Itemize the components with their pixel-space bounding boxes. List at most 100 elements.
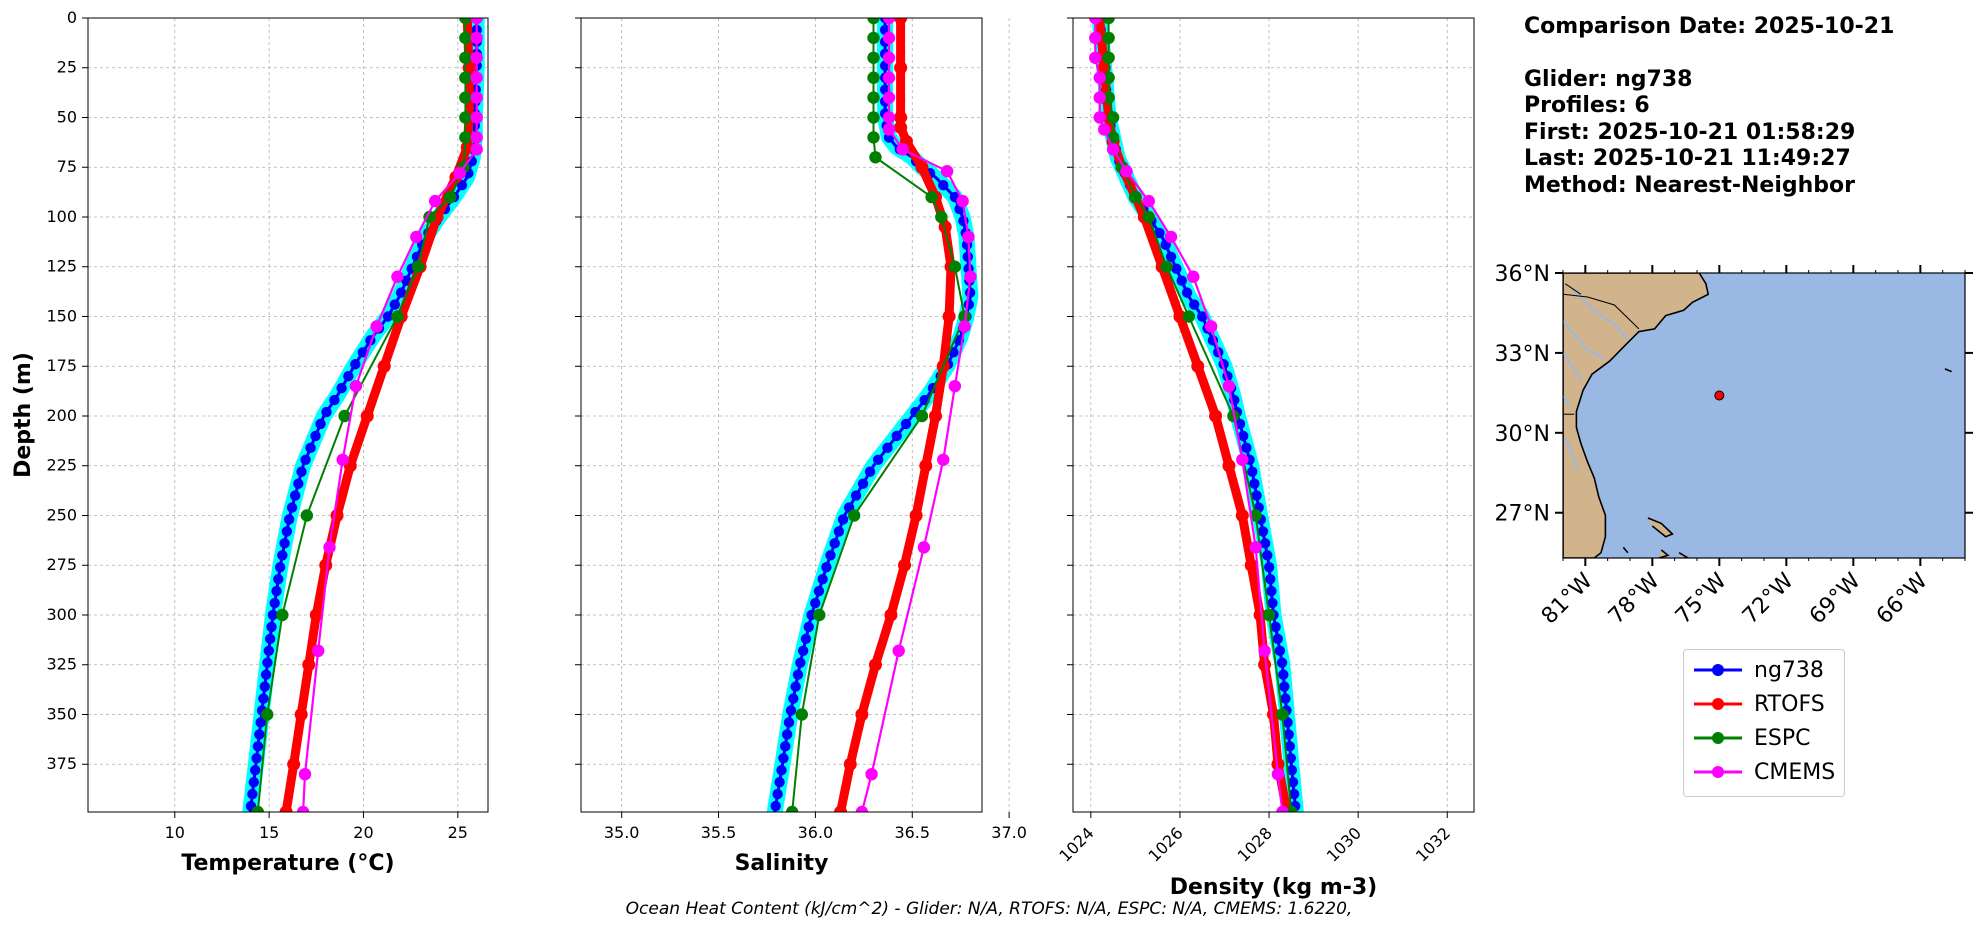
- legend-item-rtofs: RTOFS: [1692, 688, 1825, 720]
- profile-panel-1: 0 25 50 75 100 125 150 175 200 225 250 275 300 325 350…: [46, 8, 489, 876]
- data-point-espc: [1102, 51, 1115, 64]
- data-point-ng738: [781, 729, 793, 740]
- data-point-rtofs: [279, 805, 293, 812]
- legend-label: ng738: [1754, 657, 1824, 683]
- map-lat-label: 33°N: [1495, 342, 1550, 367]
- data-point-ng738: [1266, 585, 1277, 597]
- x-tick-label: 35.5: [701, 823, 737, 842]
- data-point-rtofs: [1191, 359, 1205, 373]
- data-point-espc: [1249, 509, 1262, 522]
- data-point-ng738: [857, 478, 869, 489]
- data-point-ng738: [872, 454, 884, 465]
- data-point-ng738: [259, 681, 270, 692]
- panel-frame: [1072, 17, 1475, 813]
- data-point-rtofs: [1222, 459, 1236, 473]
- data-point-rtofs: [942, 309, 956, 323]
- data-point-ng738: [389, 299, 400, 310]
- data-point-ng738: [963, 299, 975, 310]
- data-point-cmems: [958, 320, 971, 333]
- series-line-cmems: [1094, 18, 1284, 812]
- x-tick-label: 1024: [1055, 823, 1097, 865]
- river-line: [1571, 288, 1629, 341]
- data-point-ng738: [1247, 466, 1258, 477]
- data-point-ng738: [267, 609, 279, 621]
- island: [1944, 368, 1952, 373]
- map-lon-label: 78°W: [1604, 568, 1665, 629]
- x-tick-label: 25: [448, 823, 468, 842]
- data-point-espc: [867, 91, 880, 104]
- data-point-ng738: [1241, 442, 1252, 454]
- data-point-ng738: [310, 430, 321, 442]
- y-tick-label: 225: [46, 456, 77, 475]
- data-point-ng738: [1154, 227, 1165, 239]
- data-point-ng738: [829, 538, 840, 549]
- data-point-ng738: [273, 573, 284, 585]
- data-point-ng738: [293, 478, 304, 489]
- x-tick-label: 1028: [1234, 823, 1276, 865]
- panel-frame: [87, 17, 489, 813]
- data-point-cmems: [296, 805, 310, 812]
- data-point-ng738: [864, 466, 876, 477]
- data-point-cmems: [1097, 123, 1111, 136]
- data-point-rtofs: [1244, 558, 1258, 572]
- data-point-ng738: [1171, 263, 1182, 274]
- data-point-rtofs: [938, 220, 952, 234]
- data-point-ng738: [776, 765, 787, 776]
- data-point-espc: [1102, 71, 1115, 84]
- data-point-cmems: [1187, 270, 1200, 283]
- map-lon-label: 81°W: [1537, 568, 1598, 629]
- data-point-ng738: [262, 657, 273, 668]
- data-point-cmems: [962, 230, 975, 244]
- data-point-ng738: [833, 526, 845, 537]
- data-point-espc: [251, 805, 265, 812]
- data-point-rtofs: [377, 359, 391, 373]
- data-point-ng738: [778, 753, 789, 764]
- data-point-ng738: [357, 347, 369, 358]
- data-point-rtofs: [294, 707, 308, 721]
- legend-label: CMEMS: [1754, 759, 1836, 785]
- legend-label: ESPC: [1754, 725, 1811, 751]
- data-point-rtofs: [868, 658, 882, 672]
- data-point-ng738: [252, 741, 264, 752]
- data-point-ng738: [795, 657, 806, 668]
- data-point-ng738: [247, 788, 258, 800]
- legend-item-ng738: ng738: [1692, 654, 1824, 686]
- data-point-espc: [1106, 111, 1120, 124]
- data-point-ng738: [962, 251, 973, 262]
- data-point-cmems: [1106, 143, 1120, 156]
- data-point-ng738: [1287, 776, 1299, 788]
- map-lon-label: 72°W: [1738, 568, 1799, 629]
- data-point-ng738: [254, 729, 265, 740]
- data-point-espc: [459, 91, 472, 104]
- map-lon-label: 69°W: [1805, 568, 1866, 629]
- data-point-rtofs: [894, 120, 908, 134]
- data-point-espc: [459, 131, 472, 144]
- data-point-ng738: [817, 573, 828, 585]
- method: Method: Nearest-Neighbor: [1524, 172, 1855, 198]
- x-tick-label: 1026: [1145, 823, 1187, 865]
- x-tick-label: 35.0: [604, 823, 640, 842]
- data-point-cmems: [470, 71, 483, 84]
- data-point-ng738: [269, 597, 280, 609]
- legend-line-icon: [1694, 732, 1742, 744]
- data-point-espc: [411, 260, 425, 273]
- series-group: [1089, 18, 1304, 812]
- data-point-ng738: [255, 717, 266, 728]
- data-point-espc: [1182, 310, 1196, 323]
- data-point-ng738: [821, 562, 832, 573]
- data-point-ng738: [813, 585, 825, 597]
- data-point-cmems: [855, 805, 869, 812]
- data-point-ng738: [938, 179, 949, 191]
- y-tick-label: 100: [46, 207, 77, 226]
- x-axis-label: Density (kg m-3): [1170, 875, 1378, 900]
- data-point-rtofs: [360, 409, 374, 423]
- data-point-cmems: [882, 51, 896, 64]
- data-point-cmems: [311, 644, 325, 658]
- data-point-espc: [867, 31, 880, 45]
- data-point-espc: [867, 18, 880, 25]
- y-tick-label: 200: [46, 406, 77, 425]
- glider-position-marker: [1714, 390, 1725, 401]
- data-point-ng738: [401, 275, 412, 286]
- data-point-ng738: [810, 597, 821, 609]
- data-point-rtofs: [915, 160, 929, 174]
